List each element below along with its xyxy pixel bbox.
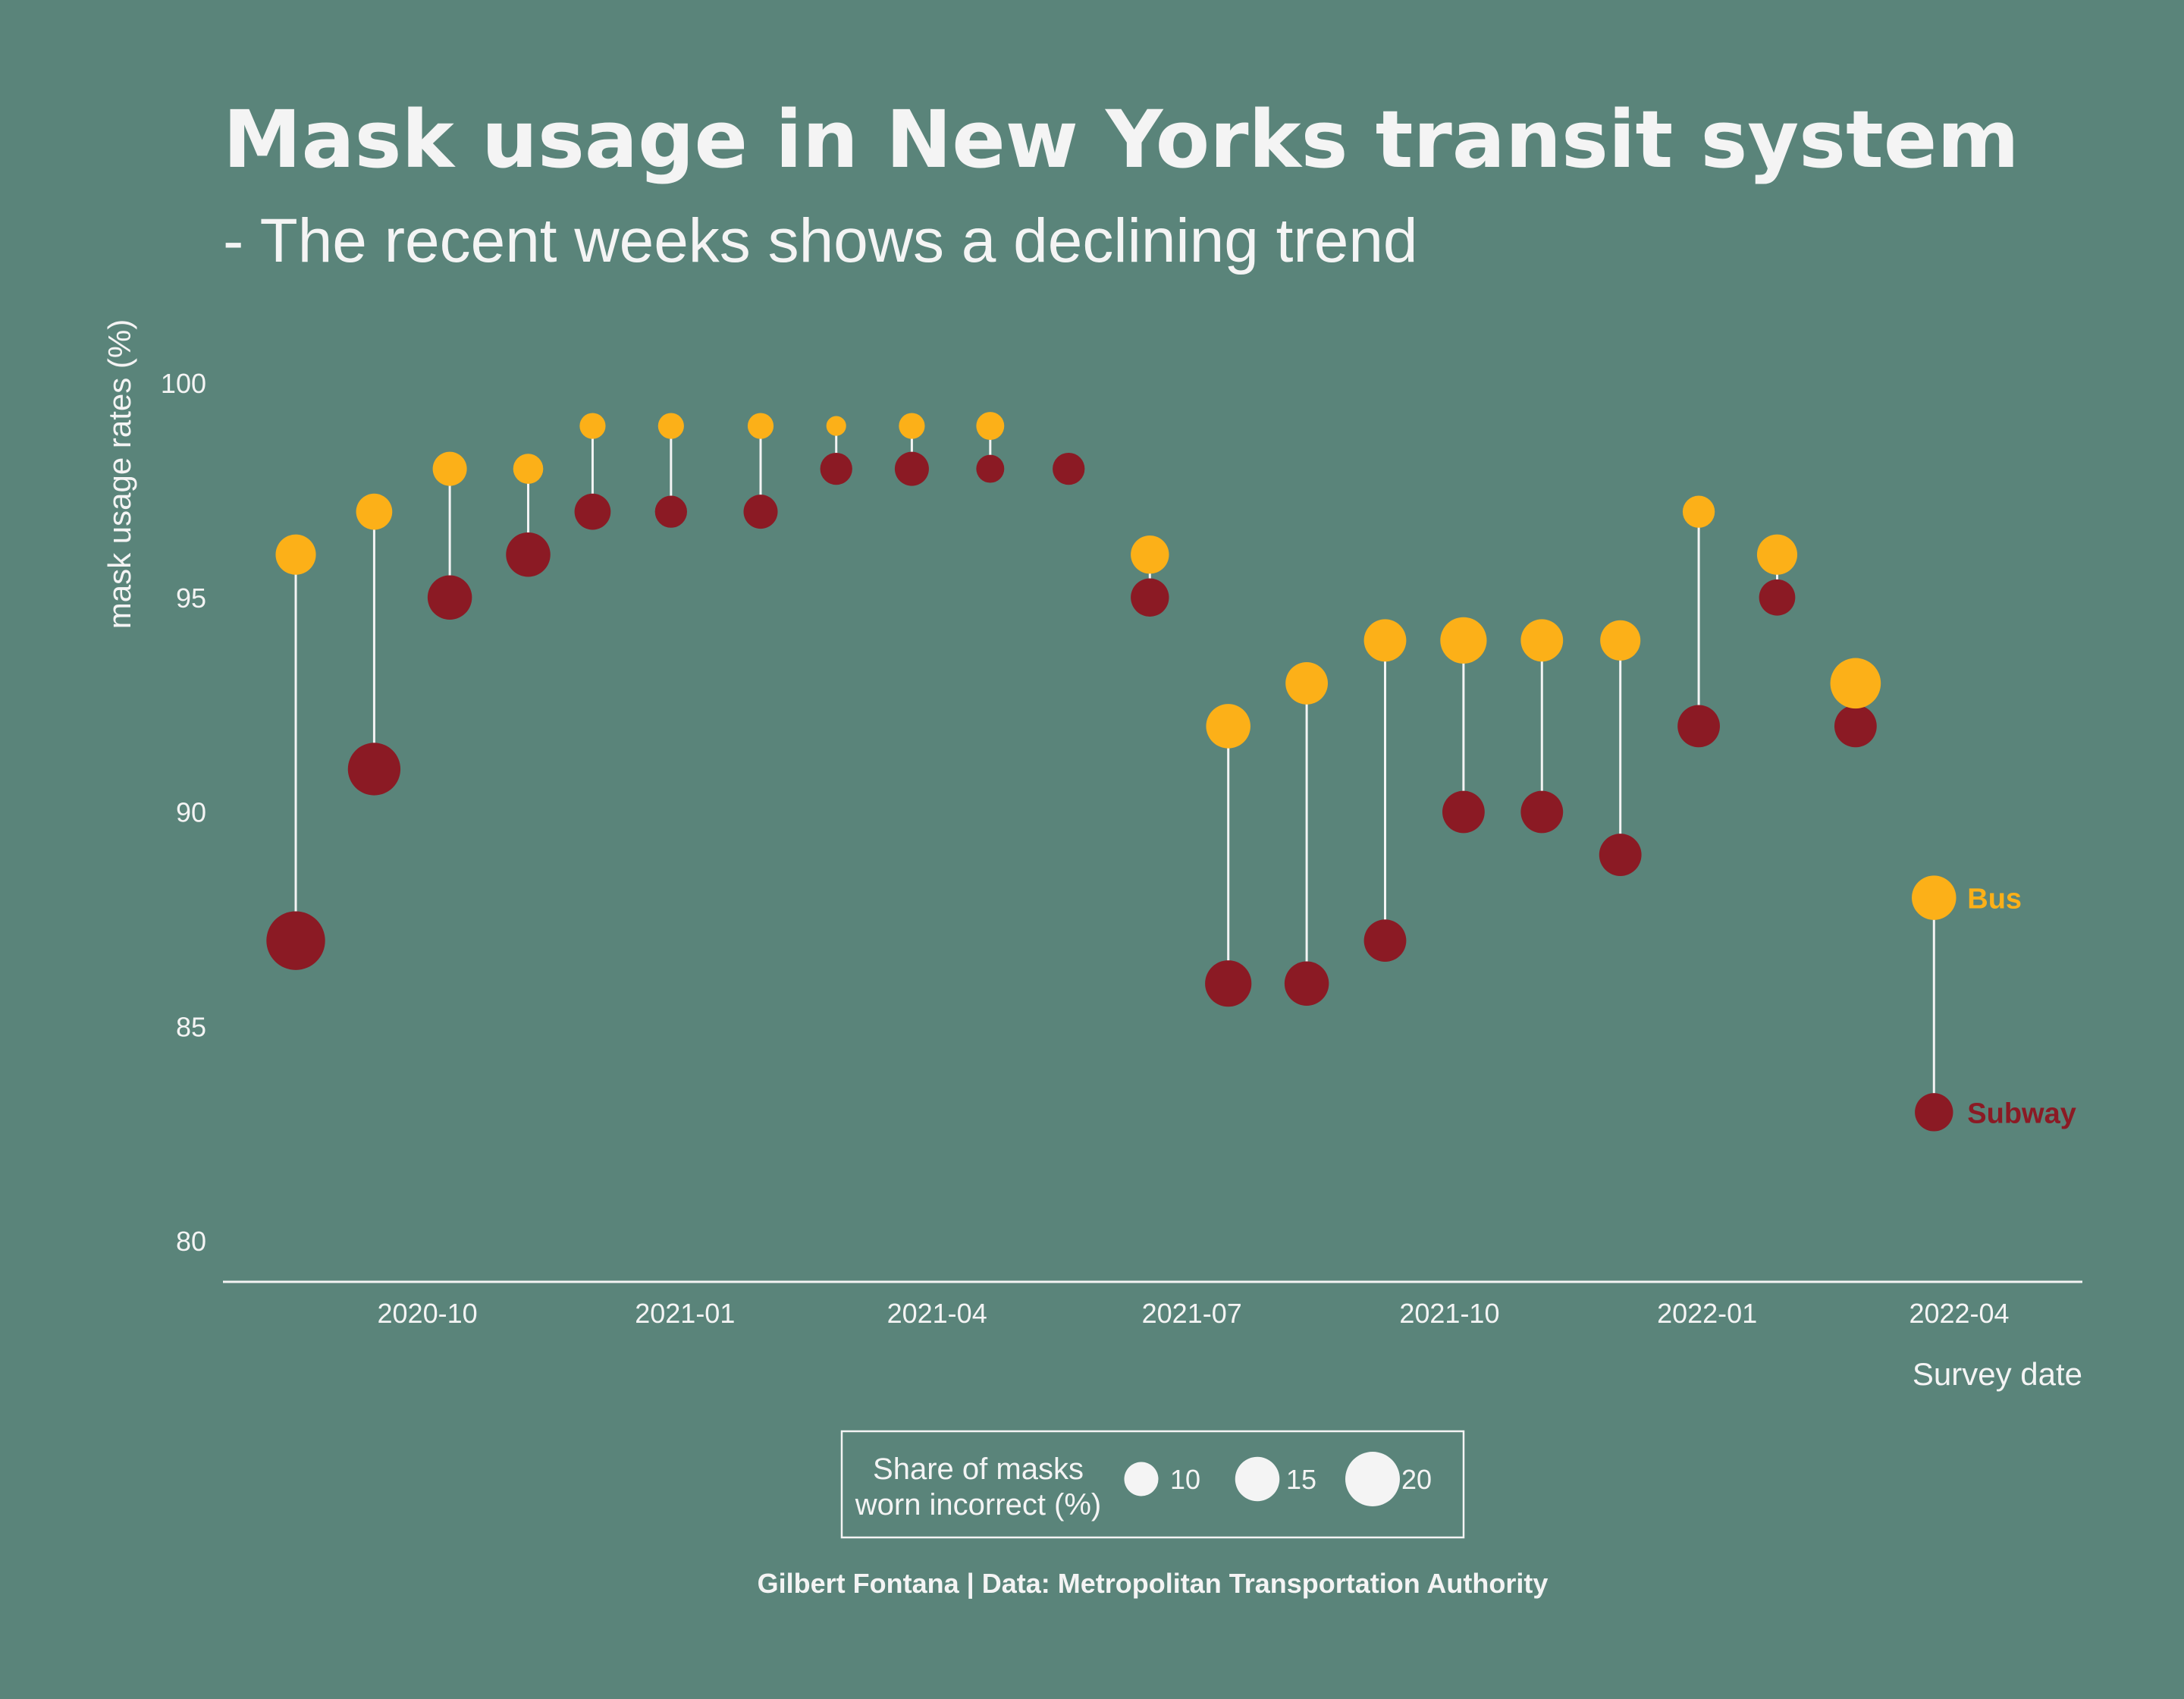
- subway-point-2021-07-14: [1205, 960, 1252, 1007]
- bus-point-2021-10-06: [1440, 617, 1487, 664]
- subway-point-2020-11-06: [506, 532, 551, 577]
- subway-point-2022-01-26: [1759, 579, 1796, 616]
- bus-point-2021-12-01: [1600, 620, 1641, 661]
- x-tick-labels: 2020-10 2021-01 2021-04 2021-07 2021-10 2022-…: [378, 1298, 2010, 1329]
- x-axis-title: Survey date: [1913, 1356, 2082, 1392]
- bus-point-2021-08-11: [1285, 661, 1329, 705]
- legend-items: 10 15 20: [1124, 1452, 1432, 1506]
- x-tick-label-2021-01: 2021-01: [635, 1298, 735, 1329]
- bus-point-2022-02-23: [1830, 658, 1881, 709]
- subway-point-2021-12-01: [1599, 834, 1642, 876]
- subway-point-2021-08-11: [1284, 961, 1329, 1006]
- bus-point-2021-04-20: [976, 412, 1005, 440]
- bus-point-2020-11-06: [513, 454, 544, 484]
- legend-label-15: 15: [1286, 1464, 1316, 1495]
- y-tick-label-95: 95: [176, 583, 206, 614]
- subway-series-label: Subway: [1967, 1098, 2076, 1129]
- subway-point-2021-12-29: [1677, 705, 1720, 748]
- series-labels: Bus Subway: [1967, 884, 2076, 1130]
- bus-point-2021-11-03: [1520, 619, 1564, 662]
- bus-point-2022-03-23: [1912, 875, 1956, 920]
- y-tick-label-80: 80: [176, 1226, 206, 1257]
- bus-point-2020-09-12: [356, 493, 393, 530]
- x-tick-label-2021-04: 2021-04: [887, 1298, 987, 1329]
- range-segments: [294, 426, 1935, 1113]
- x-tick-label-2021-07: 2021-07: [1142, 1298, 1242, 1329]
- bus-point-2020-08-15: [275, 534, 316, 575]
- bus-point-2022-01-26: [1756, 534, 1798, 575]
- subway-point-2020-09-12: [347, 743, 401, 796]
- subway-point-2021-02-24: [820, 452, 852, 485]
- subway-point-2021-01-28: [743, 495, 778, 529]
- x-tick-label-2022-01: 2022-01: [1657, 1298, 1757, 1329]
- legend-title-line-1: Share of masks: [873, 1452, 1084, 1486]
- y-tick-labels: 80 85 90 95 100: [161, 368, 206, 1257]
- legend-title-line-2: worn incorrect (%): [855, 1488, 1102, 1522]
- subway-point-2021-11-03: [1520, 790, 1564, 834]
- bus-point-2021-07-14: [1206, 704, 1250, 749]
- legend-dot-15: [1235, 1456, 1280, 1502]
- subway-point-2020-11-29: [574, 493, 611, 530]
- y-axis-title: mask usage rates (%): [102, 319, 137, 629]
- subway-point-2020-08-15: [266, 911, 325, 970]
- bus-series-label: Bus: [1967, 884, 2022, 915]
- bus-point-2021-06-16: [1131, 535, 1169, 574]
- legend-dot-10: [1124, 1462, 1159, 1496]
- legend-box: [840, 1430, 1465, 1539]
- y-tick-label-90: 90: [176, 797, 206, 828]
- y-tick-label-100: 100: [161, 368, 206, 399]
- chart-title: Mask usage in New Yorks transit system: [223, 93, 2019, 186]
- bus-point-2020-11-29: [579, 413, 606, 439]
- bus-point-2020-12-27: [657, 413, 684, 439]
- bus-point-2020-10-09: [432, 451, 467, 486]
- chart-subtitle: - The recent weeks shows a declining tre…: [223, 206, 1418, 275]
- legend-label-20: 20: [1401, 1464, 1432, 1495]
- bus-point-2021-01-28: [747, 413, 774, 439]
- bus-point-2021-03-23: [899, 413, 925, 439]
- subway-point-2022-02-23: [1834, 705, 1877, 748]
- x-tick-label-2021-10: 2021-10: [1399, 1298, 1499, 1329]
- subway-point-2020-12-27: [654, 495, 687, 528]
- subway-point-2021-05-18: [1053, 452, 1085, 485]
- data-points: [266, 412, 1956, 1132]
- size-legend: Share of masks worn incorrect (%) 10 15 20: [840, 1430, 1465, 1539]
- y-tick-label-85: 85: [176, 1011, 206, 1042]
- x-tick-label-2020-10: 2020-10: [378, 1298, 478, 1329]
- subway-point-2021-03-23: [894, 451, 929, 486]
- x-tick-label-2022-04: 2022-04: [1909, 1298, 2009, 1329]
- subway-point-2021-10-06: [1442, 790, 1485, 834]
- bus-point-2021-12-29: [1682, 495, 1715, 528]
- subway-point-2021-09-08: [1363, 919, 1407, 963]
- subway-point-2020-10-09: [427, 575, 472, 620]
- chart-caption: Gilbert Fontana | Data: Metropolitan Tra…: [758, 1568, 1549, 1600]
- bus-point-2021-02-24: [826, 416, 846, 436]
- legend-dot-20: [1345, 1452, 1400, 1506]
- subway-point-2021-04-20: [976, 454, 1005, 483]
- subway-point-2021-06-16: [1131, 578, 1169, 617]
- subway-point-2022-03-23: [1915, 1093, 1953, 1132]
- bus-point-2021-09-08: [1363, 619, 1407, 662]
- legend-label-10: 10: [1170, 1464, 1200, 1495]
